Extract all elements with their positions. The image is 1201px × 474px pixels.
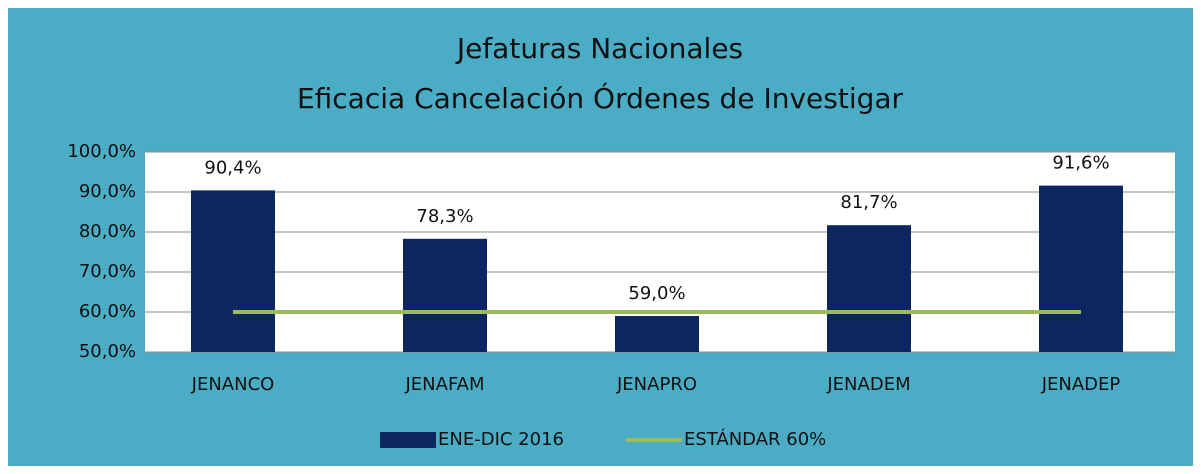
data-label: 90,4%: [204, 157, 261, 178]
bar: [827, 225, 911, 352]
x-tick-label: JENADEM: [826, 374, 910, 395]
y-tick-label: 60,0%: [79, 301, 136, 322]
data-label: 81,7%: [840, 192, 897, 213]
bar: [403, 238, 487, 352]
y-tick-label: 100,0%: [67, 141, 136, 162]
chart-subtitle: Eficacia Cancelación Órdenes de Investig…: [297, 81, 904, 115]
data-label: 91,6%: [1052, 153, 1109, 174]
data-label: 59,0%: [628, 283, 685, 304]
y-tick-label: 50,0%: [79, 341, 136, 362]
data-label: 78,3%: [416, 206, 473, 227]
x-tick-label: JENAFAM: [404, 374, 484, 395]
legend-swatch: [380, 432, 436, 448]
chart-title: Jefaturas Nacionales: [455, 32, 743, 65]
x-tick-label: JENAPRO: [616, 374, 697, 395]
y-tick-label: 90,0%: [79, 181, 136, 202]
y-tick-label: 80,0%: [79, 221, 136, 242]
x-tick-label: JENADEP: [1041, 374, 1121, 395]
x-tick-label: JENANCO: [191, 374, 275, 395]
y-tick-label: 70,0%: [79, 261, 136, 282]
bar: [1039, 185, 1123, 352]
legend-label: ENE-DIC 2016: [438, 429, 564, 450]
bar: [191, 190, 275, 352]
bar: [615, 316, 699, 352]
legend-label: ESTÁNDAR 60%: [684, 428, 826, 450]
